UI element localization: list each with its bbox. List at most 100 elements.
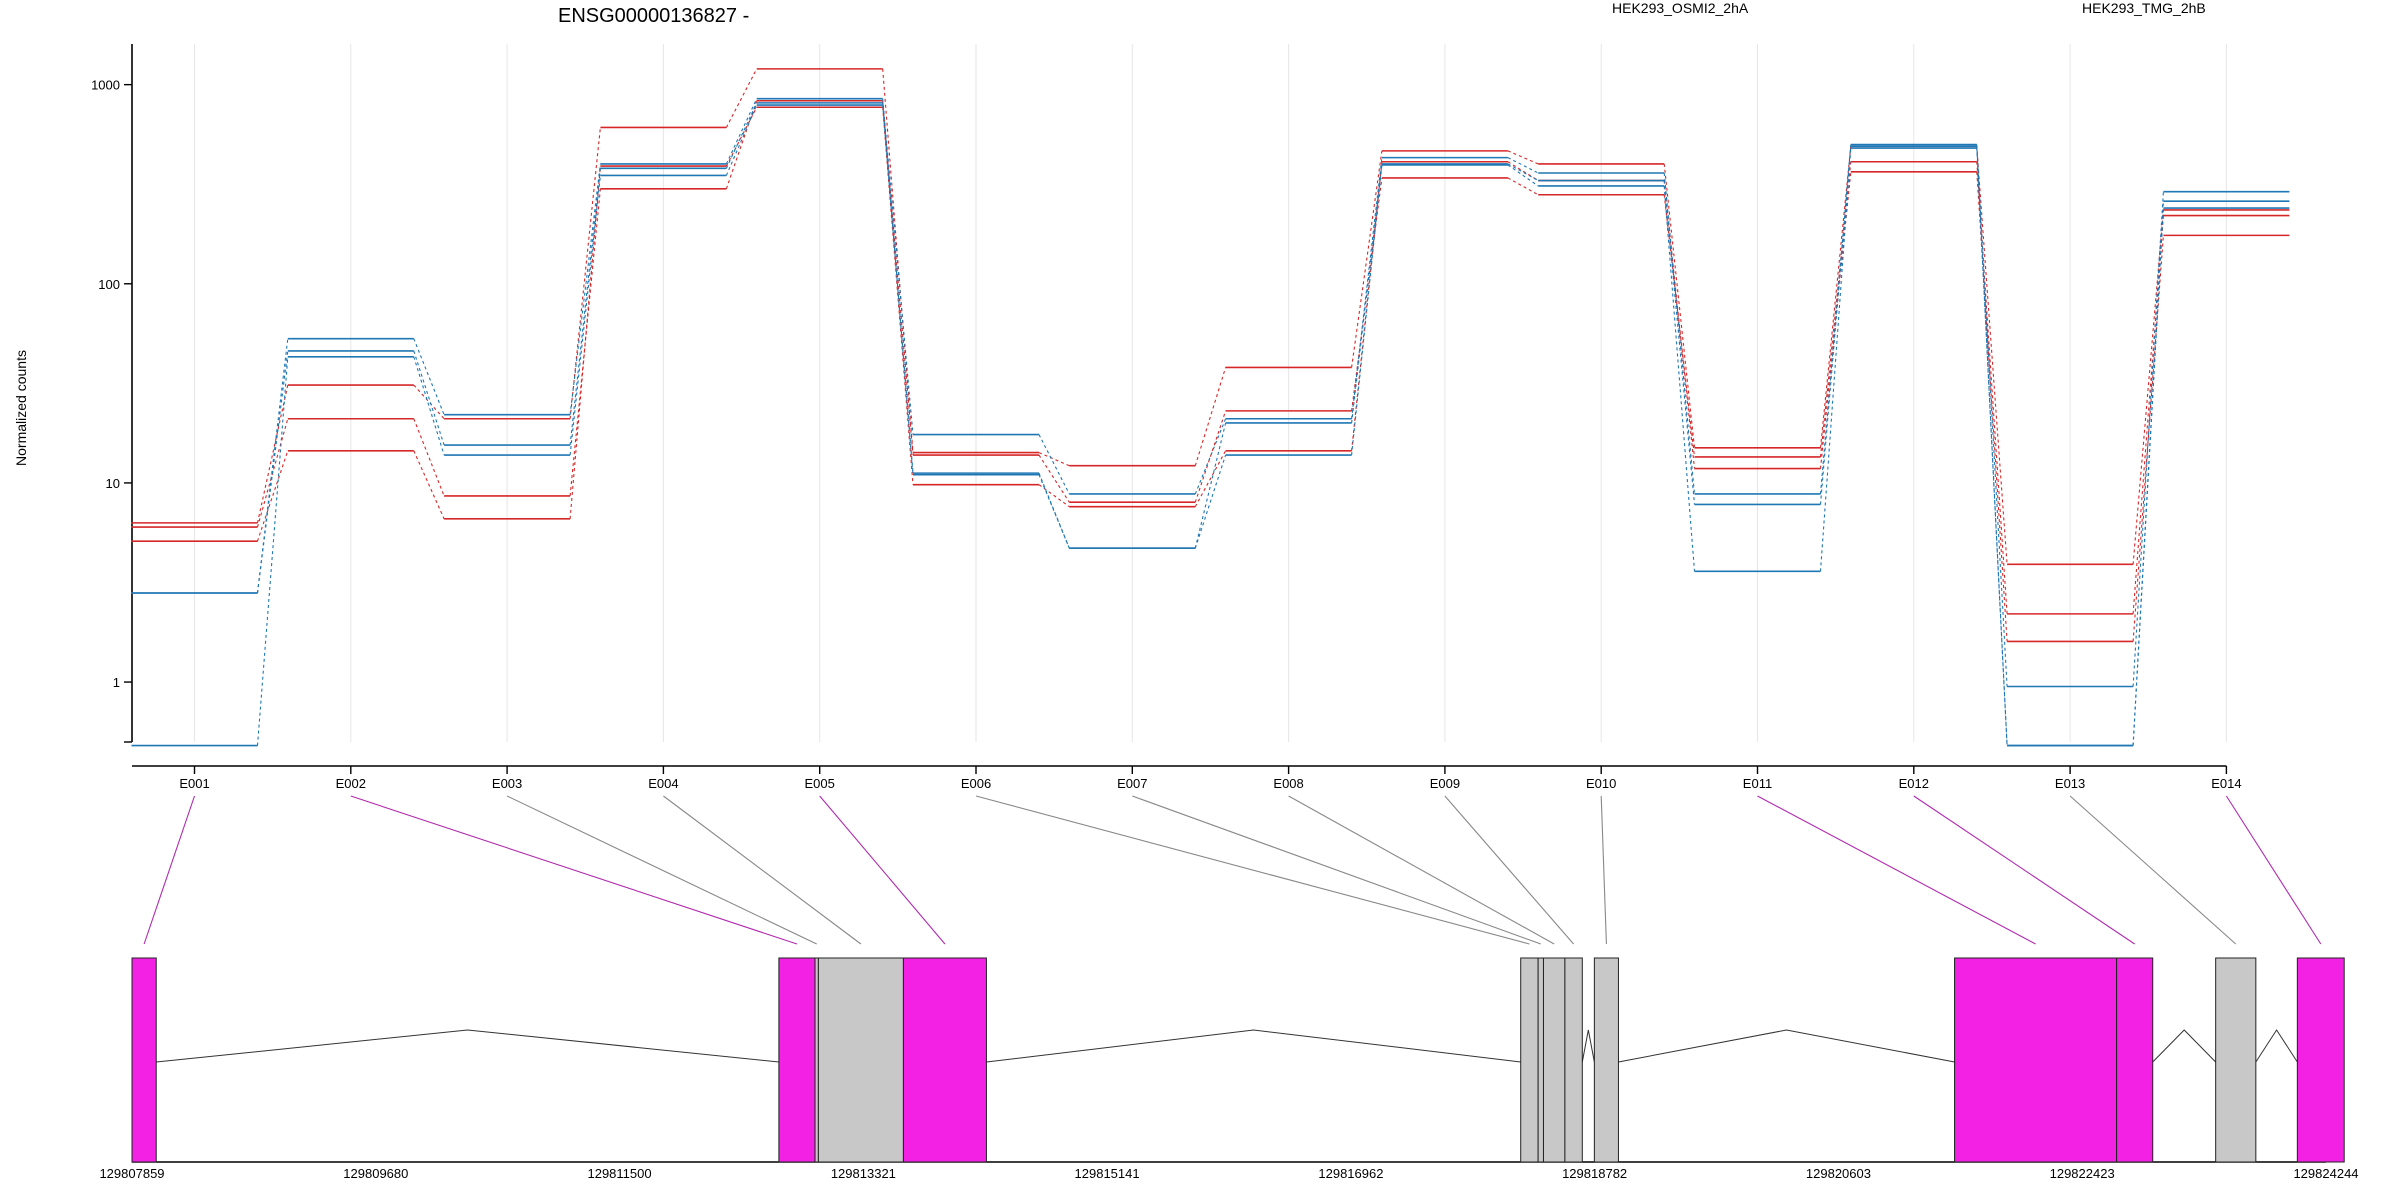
series-1-connector-12 — [1976, 146, 2008, 565]
series-3-connector-13 — [2132, 235, 2164, 642]
series-1-connector-2 — [413, 384, 445, 420]
exon-box-e006 — [1520, 957, 1539, 1163]
series-2-connector-2 — [413, 418, 445, 497]
exon-mapping-line-e001 — [143, 795, 196, 945]
series-6-connector-12 — [1976, 148, 2008, 746]
series-3-connector-8 — [1351, 161, 1383, 451]
intron-9 — [1581, 1029, 1595, 1063]
series-4-connector-10 — [1663, 172, 1696, 495]
x-tick-label-e002: E002 — [336, 776, 366, 791]
coordinate-label-2: 129809680 — [343, 1166, 408, 1181]
series-2-connector-5 — [882, 100, 914, 456]
series-1-connector-4 — [725, 68, 758, 128]
series-6-connector-2 — [413, 356, 445, 456]
series-4-connector-6 — [1038, 434, 1070, 495]
legend-condition-a: HEK293_OSMI2_2hA — [1612, 0, 1749, 16]
series-1-connector-9 — [1507, 150, 1539, 165]
exon-mapping-line-e012 — [1913, 795, 2135, 945]
x-tick-label-e005: E005 — [805, 776, 835, 791]
series-6-connector-1 — [256, 356, 289, 746]
exon-mapping-line-e008 — [1288, 795, 1555, 945]
series-4-connector-9 — [1507, 157, 1539, 174]
exon-mapping-line-e011 — [1757, 795, 2036, 945]
series-4-connector-12 — [1976, 144, 2008, 687]
series-3-connector-2 — [413, 450, 445, 520]
series-2-connector-3 — [569, 188, 601, 497]
x-tick-label-e014: E014 — [2211, 776, 2241, 791]
plot-area: 1 10 100 1000 E001 E002 E003 E004 E005 E006 E007 E0… — [91, 44, 2290, 791]
series-1-connector-1 — [256, 384, 289, 523]
x-tick-label-e007: E007 — [1117, 776, 1147, 791]
legend-condition-b: HEK293_TMG_2hB — [2082, 0, 2206, 16]
exon-mapping-line-e006 — [975, 795, 1530, 945]
intron-5 — [986, 1029, 1521, 1063]
coordinate-label-6: 129816962 — [1318, 1166, 1383, 1181]
series-3-connector-7 — [1194, 450, 1227, 507]
coordinate-label-10: 129824244 — [2293, 1166, 2358, 1181]
exon-box-e002 — [778, 957, 816, 1163]
x-tick-label-e013: E013 — [2055, 776, 2085, 791]
series-5-connector-10 — [1663, 180, 1696, 505]
intron-12 — [2152, 1029, 2217, 1063]
series-4-connector-4 — [725, 98, 758, 165]
series-6-connector-7 — [1194, 454, 1227, 549]
series-3-connector-1 — [256, 450, 289, 542]
series-5-connector-3 — [569, 168, 601, 446]
series-5-connector-5 — [882, 102, 914, 474]
exon-mapping-line-e013 — [2069, 795, 2237, 945]
series-5-connector-7 — [1194, 422, 1227, 549]
exon-mapping-line-e010 — [1600, 795, 1607, 945]
exon-box-e005 — [902, 957, 987, 1163]
series-6-connector-6 — [1038, 474, 1070, 549]
series-3-connector-4 — [725, 106, 758, 167]
series-5-connector-2 — [413, 350, 445, 446]
exon-box-e003 — [814, 957, 819, 1163]
series-6-connector-11 — [1819, 148, 1852, 572]
coordinate-label-7: 129818782 — [1562, 1166, 1627, 1181]
series-4-connector-13 — [2132, 191, 2164, 687]
series-4-connector-11 — [1819, 144, 1852, 495]
chart-title: ENSG00000136827 - — [558, 5, 749, 27]
series-2-connector-7 — [1194, 410, 1227, 503]
x-tick-label-e004: E004 — [648, 776, 678, 791]
y-tick-label-1: 1 — [113, 675, 120, 690]
exon-mapping-line-e004 — [663, 795, 862, 945]
exon-mapping-line-e009 — [1444, 795, 1575, 945]
series-3-connector-9 — [1507, 161, 1539, 181]
y-tick-label-100: 100 — [98, 277, 120, 292]
coordinate-label-4: 129813321 — [831, 1166, 896, 1181]
series-4-connector-2 — [413, 338, 445, 415]
y-tick-label-1000: 1000 — [91, 78, 120, 93]
exon-box-e001 — [131, 957, 157, 1163]
series-6-connector-3 — [569, 175, 601, 456]
series-6-connector-9 — [1507, 164, 1539, 187]
exon-box-e007 — [1537, 957, 1544, 1163]
series-5-connector-8 — [1351, 163, 1383, 424]
series-6-connector-5 — [882, 104, 914, 475]
exon-box-e004 — [817, 957, 904, 1163]
x-tick-label-e012: E012 — [1899, 776, 1929, 791]
intron-1 — [156, 1029, 779, 1063]
series-1-connector-3 — [569, 127, 601, 419]
exon-box-e014 — [2296, 957, 2345, 1163]
series-1-connector-10 — [1663, 163, 1696, 448]
x-tick-label-e006: E006 — [961, 776, 991, 791]
series-2-connector-10 — [1663, 194, 1696, 458]
exon-box-e008 — [1542, 957, 1566, 1163]
series-6-connector-10 — [1663, 185, 1696, 572]
coordinate-label-5: 129815141 — [1075, 1166, 1140, 1181]
x-tick-label-e009: E009 — [1430, 776, 1460, 791]
exon-mapping-line-e005 — [819, 795, 946, 945]
exon-box-e011 — [1954, 957, 2118, 1163]
series-4-connector-5 — [882, 98, 914, 435]
exon-mapping-line-e007 — [1132, 795, 1541, 945]
series-6-connector-8 — [1351, 164, 1383, 456]
exon-mapping-line-e003 — [506, 795, 817, 945]
gene-model: 129807859 129809680 129811500 129813321 1298… — [99, 795, 2359, 1181]
series-2-connector-9 — [1507, 177, 1539, 196]
series-5-connector-1 — [256, 350, 289, 594]
intron-13 — [2255, 1029, 2298, 1063]
x-tick-label-e008: E008 — [1273, 776, 1303, 791]
series-1-connector-7 — [1194, 367, 1227, 466]
